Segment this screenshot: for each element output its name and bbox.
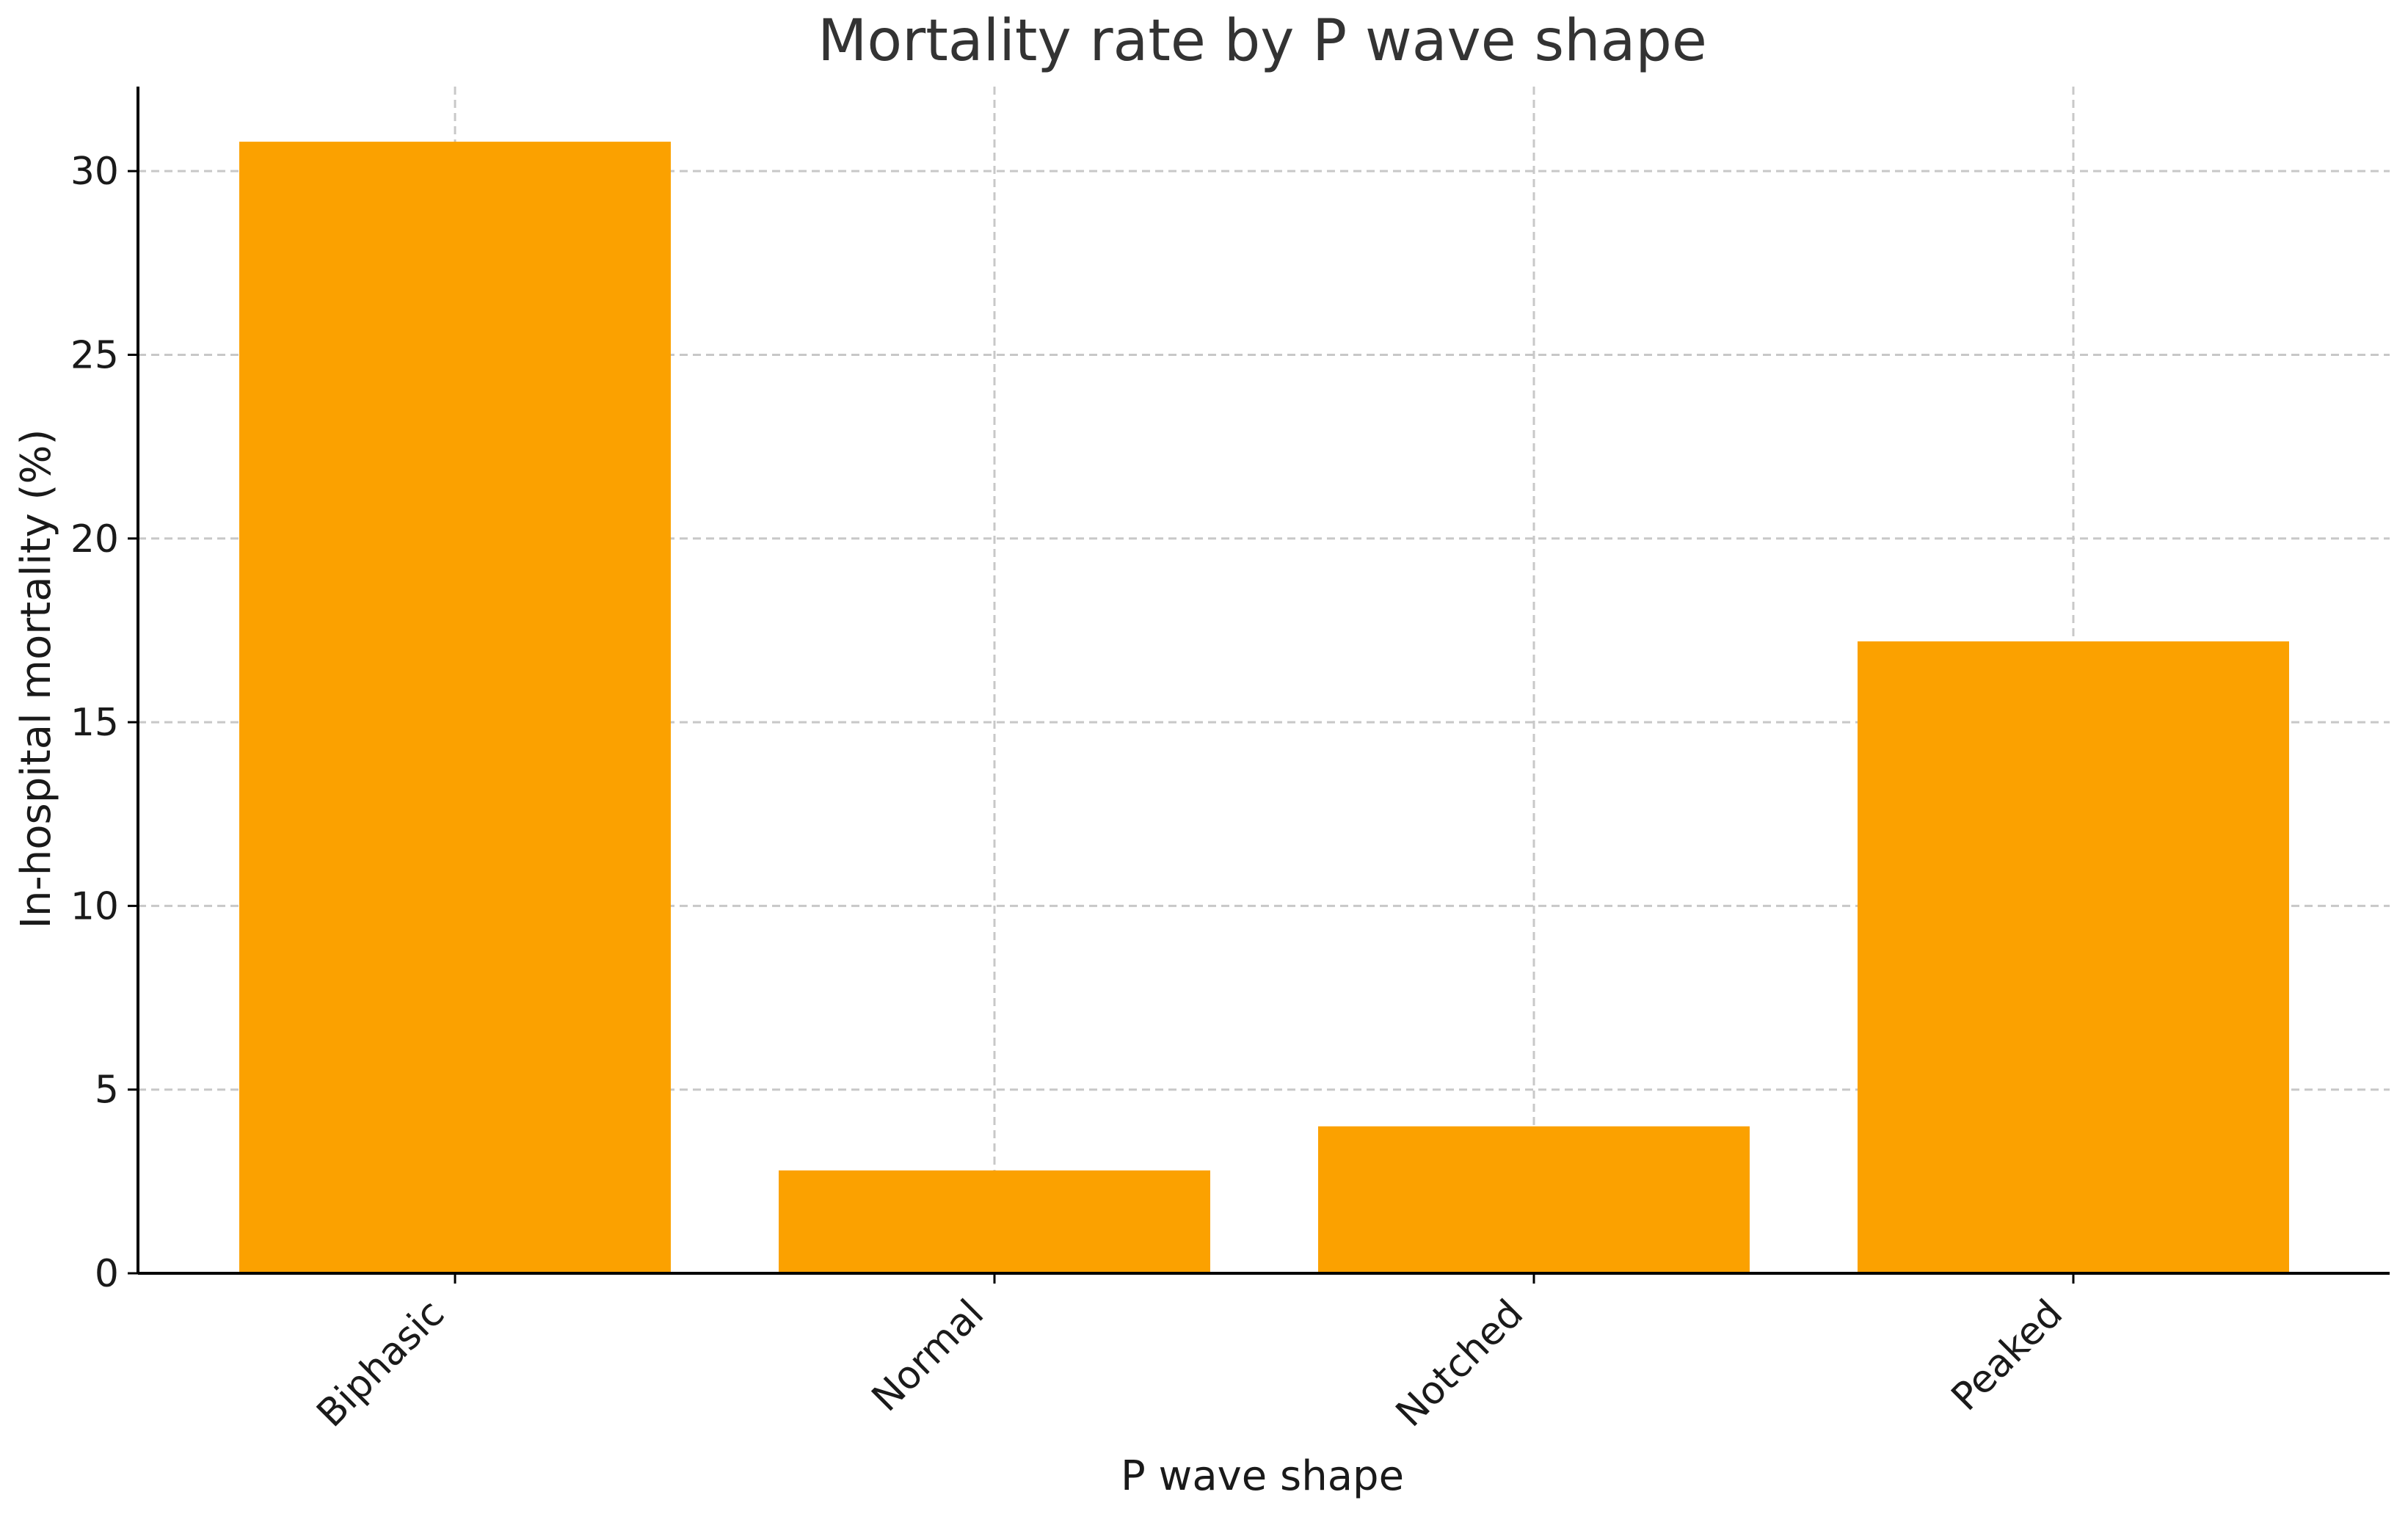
bar-notched — [1318, 1126, 1750, 1273]
x-tick-label: Normal — [864, 1292, 992, 1420]
y-tick-label: 30 — [70, 150, 119, 194]
bar-peaked — [1858, 641, 2289, 1273]
x-tick-label: Notched — [1388, 1292, 1532, 1435]
x-tick-label: Biphasic — [309, 1292, 454, 1436]
y-tick-label: 10 — [70, 884, 119, 928]
x-axis: Biphasic Normal Notched Peaked — [138, 1272, 2390, 1436]
y-tick-label: 25 — [70, 333, 119, 377]
y-axis-label: In-hospital mortality (%) — [12, 429, 60, 929]
bar-biphasic — [239, 142, 671, 1273]
y-axis: 0 5 10 15 20 25 30 — [70, 87, 139, 1296]
x-tick-label: Peaked — [1943, 1292, 2071, 1419]
y-tick-label: 15 — [70, 701, 119, 745]
y-tick-label: 0 — [95, 1252, 119, 1296]
bars — [239, 142, 2289, 1273]
bar-normal — [779, 1170, 1210, 1273]
chart-title: Mortality rate by P wave shape — [818, 8, 1707, 74]
y-tick-label: 20 — [70, 517, 119, 561]
x-axis-label: P wave shape — [1121, 1452, 1404, 1500]
x-gridlines — [454, 87, 2075, 1273]
y-tick-label: 5 — [95, 1069, 119, 1113]
